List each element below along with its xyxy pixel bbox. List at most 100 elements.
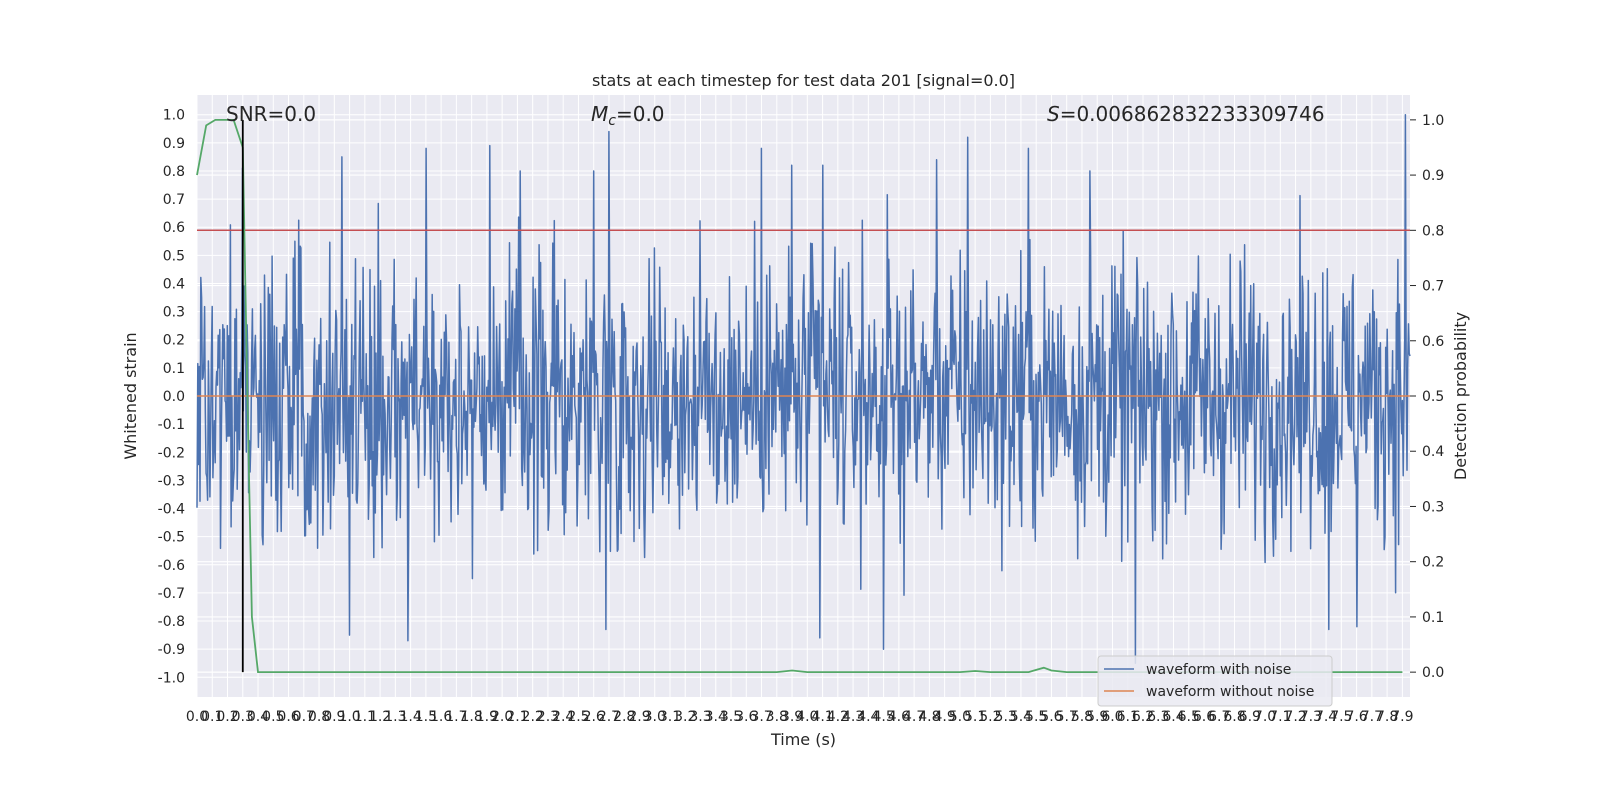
- y-tick-label: -0.5: [158, 530, 185, 546]
- x-tick-label: 1.0: [338, 709, 360, 725]
- x-tick-label: 1.8: [461, 709, 483, 725]
- x-tick-label: 4.5: [872, 709, 894, 725]
- x-tick-label: 4.1: [811, 709, 833, 725]
- y2-tick-label: 0.3: [1422, 499, 1444, 515]
- x-tick-label: 5.7: [1056, 709, 1078, 725]
- x-tick-label: 5.4: [1010, 709, 1032, 725]
- x-tick-label: 5.0: [949, 709, 971, 725]
- x-tick-label: 1.7: [445, 709, 467, 725]
- x-tick-label: 0.9: [323, 709, 345, 725]
- x-tick-label: 2.3: [537, 709, 559, 725]
- y2-tick-label: 0.2: [1422, 555, 1444, 571]
- x-tick-label: 5.6: [1040, 709, 1062, 725]
- legend: waveform with noise waveform without noi…: [1097, 655, 1333, 707]
- y-tick-label: 0.0: [163, 389, 185, 405]
- y-tick-label: 0.5: [163, 248, 185, 264]
- x-tick-label: 5.1: [964, 709, 986, 725]
- x-tick-label: 7.4: [1315, 709, 1337, 725]
- x-tick-label: 1.5: [415, 709, 437, 725]
- x-tick-label: 3.3: [689, 709, 711, 725]
- y2-tick-label: 0.1: [1422, 610, 1444, 626]
- y-tick-label: 0.8: [163, 164, 185, 180]
- y-tick-label: -0.3: [158, 473, 185, 489]
- x-tick-label: 1.2: [369, 709, 391, 725]
- x-tick-label: 0.2: [216, 709, 238, 725]
- y-tick-label: -0.4: [158, 502, 185, 518]
- y-axis-label: Whitened strain: [121, 332, 140, 459]
- y2-tick-label: 0.7: [1422, 279, 1444, 295]
- y2-tick-label: 0.8: [1422, 223, 1444, 239]
- y-tick-label: 0.3: [163, 305, 185, 321]
- x-tick-label: 1.1: [354, 709, 376, 725]
- x-tick-label: 1.6: [430, 709, 452, 725]
- y-tick-label: -0.1: [158, 417, 185, 433]
- x-tick-label: 5.5: [1025, 709, 1047, 725]
- x-tick-label: 1.4: [399, 709, 421, 725]
- chirp-mass-annotation: Mc=0.0: [591, 102, 665, 129]
- chirp-mass-subscript: c: [608, 113, 616, 129]
- x-tick-label: 2.6: [583, 709, 605, 725]
- x-tick-label: 2.7: [598, 709, 620, 725]
- y-tick-label: -0.6: [158, 558, 185, 574]
- legend-entry-clean: waveform without noise: [1146, 684, 1314, 700]
- x-tick-label: 7.5: [1330, 709, 1352, 725]
- legend-box: [1097, 655, 1333, 707]
- x-tick-label: 2.0: [491, 709, 513, 725]
- y-tick-label: 0.7: [163, 192, 185, 208]
- x-tick-label: 4.9: [934, 709, 956, 725]
- chart-marks: [196, 113, 1411, 673]
- x-tick-label: 7.8: [1376, 709, 1398, 725]
- y-tick-label: 1.0: [163, 108, 185, 124]
- x-tick-label: 6.8: [1223, 709, 1245, 725]
- x-tick-label: 3.1: [659, 709, 681, 725]
- score-annotation: S=0.006862832233309746: [1047, 102, 1325, 126]
- x-tick-label: 0.5: [262, 709, 284, 725]
- x-axis-label: Time (s): [770, 730, 836, 749]
- y2-tick-label: 0.0: [1422, 665, 1444, 681]
- x-tick-label: 7.6: [1345, 709, 1367, 725]
- legend-entry-noise: waveform with noise: [1146, 662, 1291, 678]
- chirp-mass-symbol: M: [591, 102, 608, 126]
- x-tick-label: 0.3: [232, 709, 254, 725]
- x-tick-label: 4.8: [918, 709, 940, 725]
- x-tick-label: 7.7: [1361, 709, 1383, 725]
- x-tick-label: 3.0: [644, 709, 666, 725]
- score-symbol: S: [1047, 102, 1060, 126]
- x-tick-label: 2.9: [628, 709, 650, 725]
- x-tick-label: 5.2: [979, 709, 1001, 725]
- x-tick-label: 0.7: [293, 709, 315, 725]
- x-tick-label: 0.1: [201, 709, 223, 725]
- x-tick-label: 6.2: [1132, 709, 1154, 725]
- y-tick-label: -0.7: [158, 586, 185, 602]
- x-tick-label: 3.6: [735, 709, 757, 725]
- y2-tick-label: 0.5: [1422, 389, 1444, 405]
- x-tick-label: 6.1: [1117, 709, 1139, 725]
- x-tick-label: 3.8: [766, 709, 788, 725]
- x-tick-label: 1.9: [476, 709, 498, 725]
- x-tick-label: 3.9: [781, 709, 803, 725]
- score-value: =0.006862832233309746: [1060, 102, 1325, 126]
- x-tick-label: 5.9: [1086, 709, 1108, 725]
- x-tick-label: 0.8: [308, 709, 330, 725]
- x-tick-label: 4.3: [842, 709, 864, 725]
- series-waveform-with-noise: [196, 113, 1411, 664]
- x-tick-label: 4.6: [888, 709, 910, 725]
- series-detection-probability: [196, 119, 1403, 673]
- x-tick-label: 3.4: [705, 709, 727, 725]
- x-tick-label: 7.0: [1254, 709, 1276, 725]
- x-tick-label: 1.3: [384, 709, 406, 725]
- y-tick-label: -1.0: [158, 670, 185, 686]
- x-tick-label: 6.9: [1239, 709, 1261, 725]
- y2-tick-label: 1.0: [1422, 113, 1444, 129]
- x-tick-label: 5.3: [995, 709, 1017, 725]
- x-tick-label: 3.5: [720, 709, 742, 725]
- y2-tick-label: 0.4: [1422, 444, 1444, 460]
- axes: 0.00.10.20.30.40.50.60.70.80.91.01.11.21…: [158, 108, 1445, 725]
- x-tick-label: 7.1: [1269, 709, 1291, 725]
- chirp-mass-value: =0.0: [616, 102, 665, 126]
- y2-tick-label: 0.9: [1422, 168, 1444, 184]
- chart-title: stats at each timestep for test data 201…: [592, 71, 1015, 90]
- y-tick-label: -0.9: [158, 642, 185, 658]
- y-tick-label: 0.6: [163, 220, 185, 236]
